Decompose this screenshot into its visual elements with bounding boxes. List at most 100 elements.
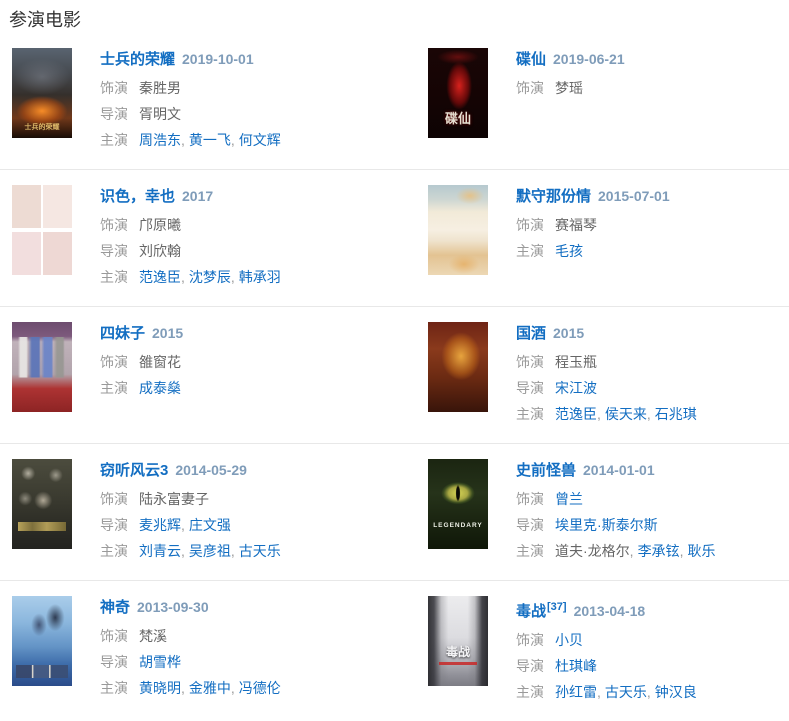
- movie-poster[interactable]: [12, 596, 72, 686]
- person-link[interactable]: 毛孩: [555, 243, 583, 259]
- poster-title-text: 碟仙: [444, 110, 471, 126]
- movie-poster[interactable]: 毒战: [428, 596, 488, 686]
- person-link[interactable]: 石兆琪: [654, 406, 697, 422]
- credit-label: 导演: [100, 654, 128, 670]
- person-link[interactable]: 李承铉: [637, 543, 680, 559]
- movie-title-link[interactable]: 史前怪兽: [516, 462, 577, 479]
- person-link[interactable]: 金雅中: [188, 680, 231, 696]
- movie-title-link[interactable]: 国酒: [516, 325, 547, 342]
- credit-line: 导演 胥明文: [100, 101, 281, 127]
- person-link[interactable]: 黄晓明: [139, 680, 181, 696]
- section-title: 参演电影: [9, 10, 81, 30]
- comma-separator: ,: [629, 543, 634, 559]
- credit-line: 主演 范逸臣, 沈梦辰, 韩承羽: [100, 264, 281, 290]
- credit-label: 导演: [100, 517, 128, 533]
- credit-line: 主演 周浩东, 黄一飞, 何文辉: [100, 127, 281, 153]
- credit-label: 饰演: [100, 354, 128, 370]
- movie-poster[interactable]: [428, 185, 488, 275]
- person-link[interactable]: 成泰燊: [139, 380, 181, 396]
- person-link[interactable]: 周浩东: [139, 132, 181, 148]
- movie-grid: 士兵的荣耀 士兵的荣耀 2019-10-01 饰演 秦胜男 导演 胥明文 主演 周浩东, 黄一…: [0, 33, 789, 721]
- movie-info: 国酒 2015 饰演 程玉瓶 导演 宋江波 主演 范逸臣, 侯天来, 石兆琪: [516, 322, 697, 427]
- person-link[interactable]: 庄文强: [188, 517, 231, 533]
- movie-title-link[interactable]: 碟仙: [516, 51, 547, 68]
- release-date: 2014-01-01: [583, 462, 655, 478]
- movie-poster[interactable]: 士兵的荣耀: [12, 48, 72, 138]
- movie-info: 窃听风云3 2014-05-29 饰演 陆永富妻子 导演 麦兆辉, 庄文强 主演 刘青云, 吴彦…: [100, 459, 281, 564]
- credit-label: 导演: [100, 243, 128, 259]
- release-date: 2014-05-29: [175, 462, 247, 478]
- person-link[interactable]: 黄一飞: [188, 132, 231, 148]
- movie-title-line: 毒战[37] 2013-04-18: [516, 598, 697, 621]
- movie-title-link[interactable]: 窃听风云3: [100, 462, 169, 479]
- person-link[interactable]: 何文辉: [238, 132, 281, 148]
- credit-label: 主演: [100, 680, 128, 696]
- person-link[interactable]: 小贝: [555, 632, 583, 648]
- credit-line: 饰演 小贝: [516, 627, 697, 653]
- comma-separator: ,: [181, 517, 185, 533]
- movie-poster[interactable]: LEGENDARY: [428, 459, 488, 549]
- movie-info: 史前怪兽 2014-01-01 饰演 曾兰 导演 埃里克·斯泰尔斯 主演 道夫·龙格尔, 李承…: [516, 459, 715, 564]
- credit-line: 导演 麦兆辉, 庄文强: [100, 512, 281, 538]
- person-link[interactable]: 吴彦祖: [188, 543, 231, 559]
- person-link[interactable]: 侯天来: [604, 406, 647, 422]
- movie-poster[interactable]: [428, 322, 488, 412]
- release-date: 2019-06-21: [553, 51, 625, 67]
- movie-info: 识色，幸也 2017 饰演 邝原曦 导演 刘欣翰 主演 范逸臣, 沈梦辰, 韩承羽: [100, 185, 281, 290]
- comma-separator: ,: [230, 543, 235, 559]
- person-link[interactable]: 耿乐: [687, 543, 716, 559]
- person-name: 秦胜男: [139, 80, 181, 96]
- person-name: 道夫·龙格尔: [555, 543, 630, 559]
- credit-line: 导演 宋江波: [516, 375, 697, 401]
- comma-separator: ,: [597, 406, 601, 422]
- movie-title-link[interactable]: 神奇: [100, 599, 131, 616]
- movie-info: 默守那份情 2015-07-01 饰演 赛福琴 主演 毛孩: [516, 185, 670, 290]
- person-link[interactable]: 范逸臣: [555, 406, 597, 422]
- credit-line: 导演 杜琪峰: [516, 653, 697, 679]
- movie-card: 毒战 毒战[37] 2013-04-18 饰演 小贝 导演 杜琪峰 主演 孙红雷, 古天乐, 钟…: [416, 581, 789, 721]
- movie-title-line: 默守那份情 2015-07-01: [516, 187, 670, 206]
- poster-title-text: LEGENDARY: [433, 521, 483, 529]
- reference-sup[interactable]: [37]: [547, 601, 567, 613]
- person-link[interactable]: 沈梦辰: [188, 269, 231, 285]
- credit-label: 饰演: [516, 354, 544, 370]
- movie-title-link[interactable]: 默守那份情: [516, 188, 592, 205]
- movie-title-link[interactable]: 四妹子: [100, 325, 146, 342]
- person-link[interactable]: 胡雪桦: [139, 654, 181, 670]
- movie-poster[interactable]: [12, 185, 72, 275]
- movie-title-link[interactable]: 识色，幸也: [100, 188, 176, 205]
- person-link[interactable]: 冯德伦: [238, 680, 281, 696]
- movie-poster[interactable]: [12, 322, 72, 412]
- movie-title-line: 史前怪兽 2014-01-01: [516, 461, 715, 480]
- person-link[interactable]: 古天乐: [238, 543, 281, 559]
- person-link[interactable]: 麦兆辉: [139, 517, 181, 533]
- person-link[interactable]: 韩承羽: [238, 269, 281, 285]
- person-link[interactable]: 孙红雷: [555, 684, 597, 700]
- movie-grid-row: 士兵的荣耀 士兵的荣耀 2019-10-01 饰演 秦胜男 导演 胥明文 主演 周浩东, 黄一…: [0, 33, 789, 169]
- person-link[interactable]: 宋江波: [555, 380, 597, 396]
- person-link[interactable]: 钟汉良: [654, 684, 697, 700]
- movie-info: 士兵的荣耀 2019-10-01 饰演 秦胜男 导演 胥明文 主演 周浩东, 黄一飞, 何文辉: [100, 48, 281, 153]
- movie-info: 碟仙 2019-06-21 饰演 梦瑶: [516, 48, 625, 153]
- movie-title-link[interactable]: 士兵的荣耀: [100, 51, 176, 68]
- credit-line: 主演 道夫·龙格尔, 李承铉, 耿乐: [516, 538, 715, 564]
- movie-poster[interactable]: [12, 459, 72, 549]
- credit-line: 主演 范逸臣, 侯天来, 石兆琪: [516, 401, 697, 427]
- comma-separator: ,: [679, 543, 684, 559]
- person-link[interactable]: 埃里克·斯泰尔斯: [555, 517, 658, 533]
- release-date: 2015: [553, 325, 585, 341]
- movie-poster[interactable]: 碟仙: [428, 48, 488, 138]
- movie-title-link[interactable]: 毒战: [516, 603, 547, 620]
- person-link[interactable]: 范逸臣: [139, 269, 181, 285]
- credit-line: 导演 刘欣翰: [100, 238, 281, 264]
- person-link[interactable]: 曾兰: [555, 491, 583, 507]
- person-link[interactable]: 古天乐: [604, 684, 647, 700]
- movie-title-line: 碟仙 2019-06-21: [516, 50, 625, 69]
- credit-label: 饰演: [516, 80, 544, 96]
- movie-title-line: 神奇 2013-09-30: [100, 598, 281, 617]
- person-link[interactable]: 杜琪峰: [555, 658, 597, 674]
- release-date: 2015-07-01: [598, 188, 670, 204]
- person-link[interactable]: 刘青云: [139, 543, 181, 559]
- credit-line: 饰演 秦胜男: [100, 75, 281, 101]
- release-date: 2013-09-30: [137, 599, 209, 615]
